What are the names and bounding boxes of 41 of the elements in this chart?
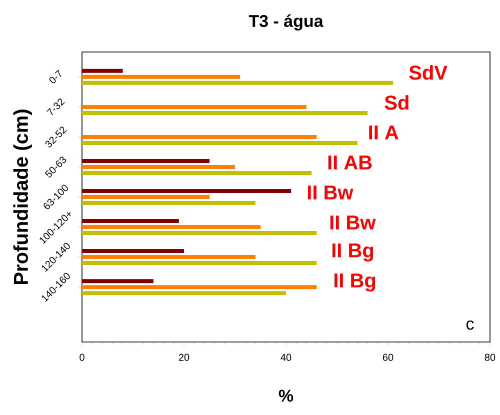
x-tick-label: 60 — [382, 354, 394, 361]
bar — [82, 80, 394, 85]
bar — [82, 219, 179, 224]
annotation: II Bw — [308, 186, 354, 200]
annotation: II Bw — [330, 216, 376, 230]
bar — [82, 170, 312, 175]
y-axis-title: Profundidade (cm) — [13, 110, 32, 284]
annotation: SdV — [409, 65, 448, 80]
x-tick-label: 20 — [178, 354, 190, 361]
annotation: II AB — [328, 156, 372, 170]
bar — [82, 158, 210, 163]
bar — [82, 110, 368, 115]
bar — [82, 255, 256, 260]
annotation: II A — [369, 126, 398, 140]
bar — [82, 261, 317, 266]
bar — [82, 285, 317, 290]
bar — [82, 231, 317, 236]
y-tick-label: 7-32 — [46, 98, 65, 116]
chart-title: T3 - água — [248, 14, 324, 30]
text: c — [466, 320, 474, 330]
y-tick-label: 0-7 — [49, 70, 62, 84]
bar — [82, 164, 235, 169]
bar — [82, 68, 123, 73]
bar — [82, 201, 256, 206]
bar — [82, 195, 210, 200]
x-tick-label: 80 — [484, 354, 496, 361]
bar — [82, 74, 240, 79]
bar — [82, 134, 317, 139]
bar — [82, 291, 286, 296]
bar — [82, 249, 184, 254]
bar — [82, 279, 154, 284]
bar — [82, 189, 292, 194]
annotation: II Bg — [332, 244, 374, 262]
x-tick-label: 40 — [280, 354, 292, 361]
annotation: II Bg — [334, 274, 376, 292]
annotation: Sd — [384, 95, 408, 110]
x-tick-label: 0 — [80, 354, 84, 361]
bar — [82, 225, 260, 230]
bar — [82, 140, 358, 145]
x-axis-title: % — [278, 390, 294, 402]
bar — [82, 104, 306, 109]
